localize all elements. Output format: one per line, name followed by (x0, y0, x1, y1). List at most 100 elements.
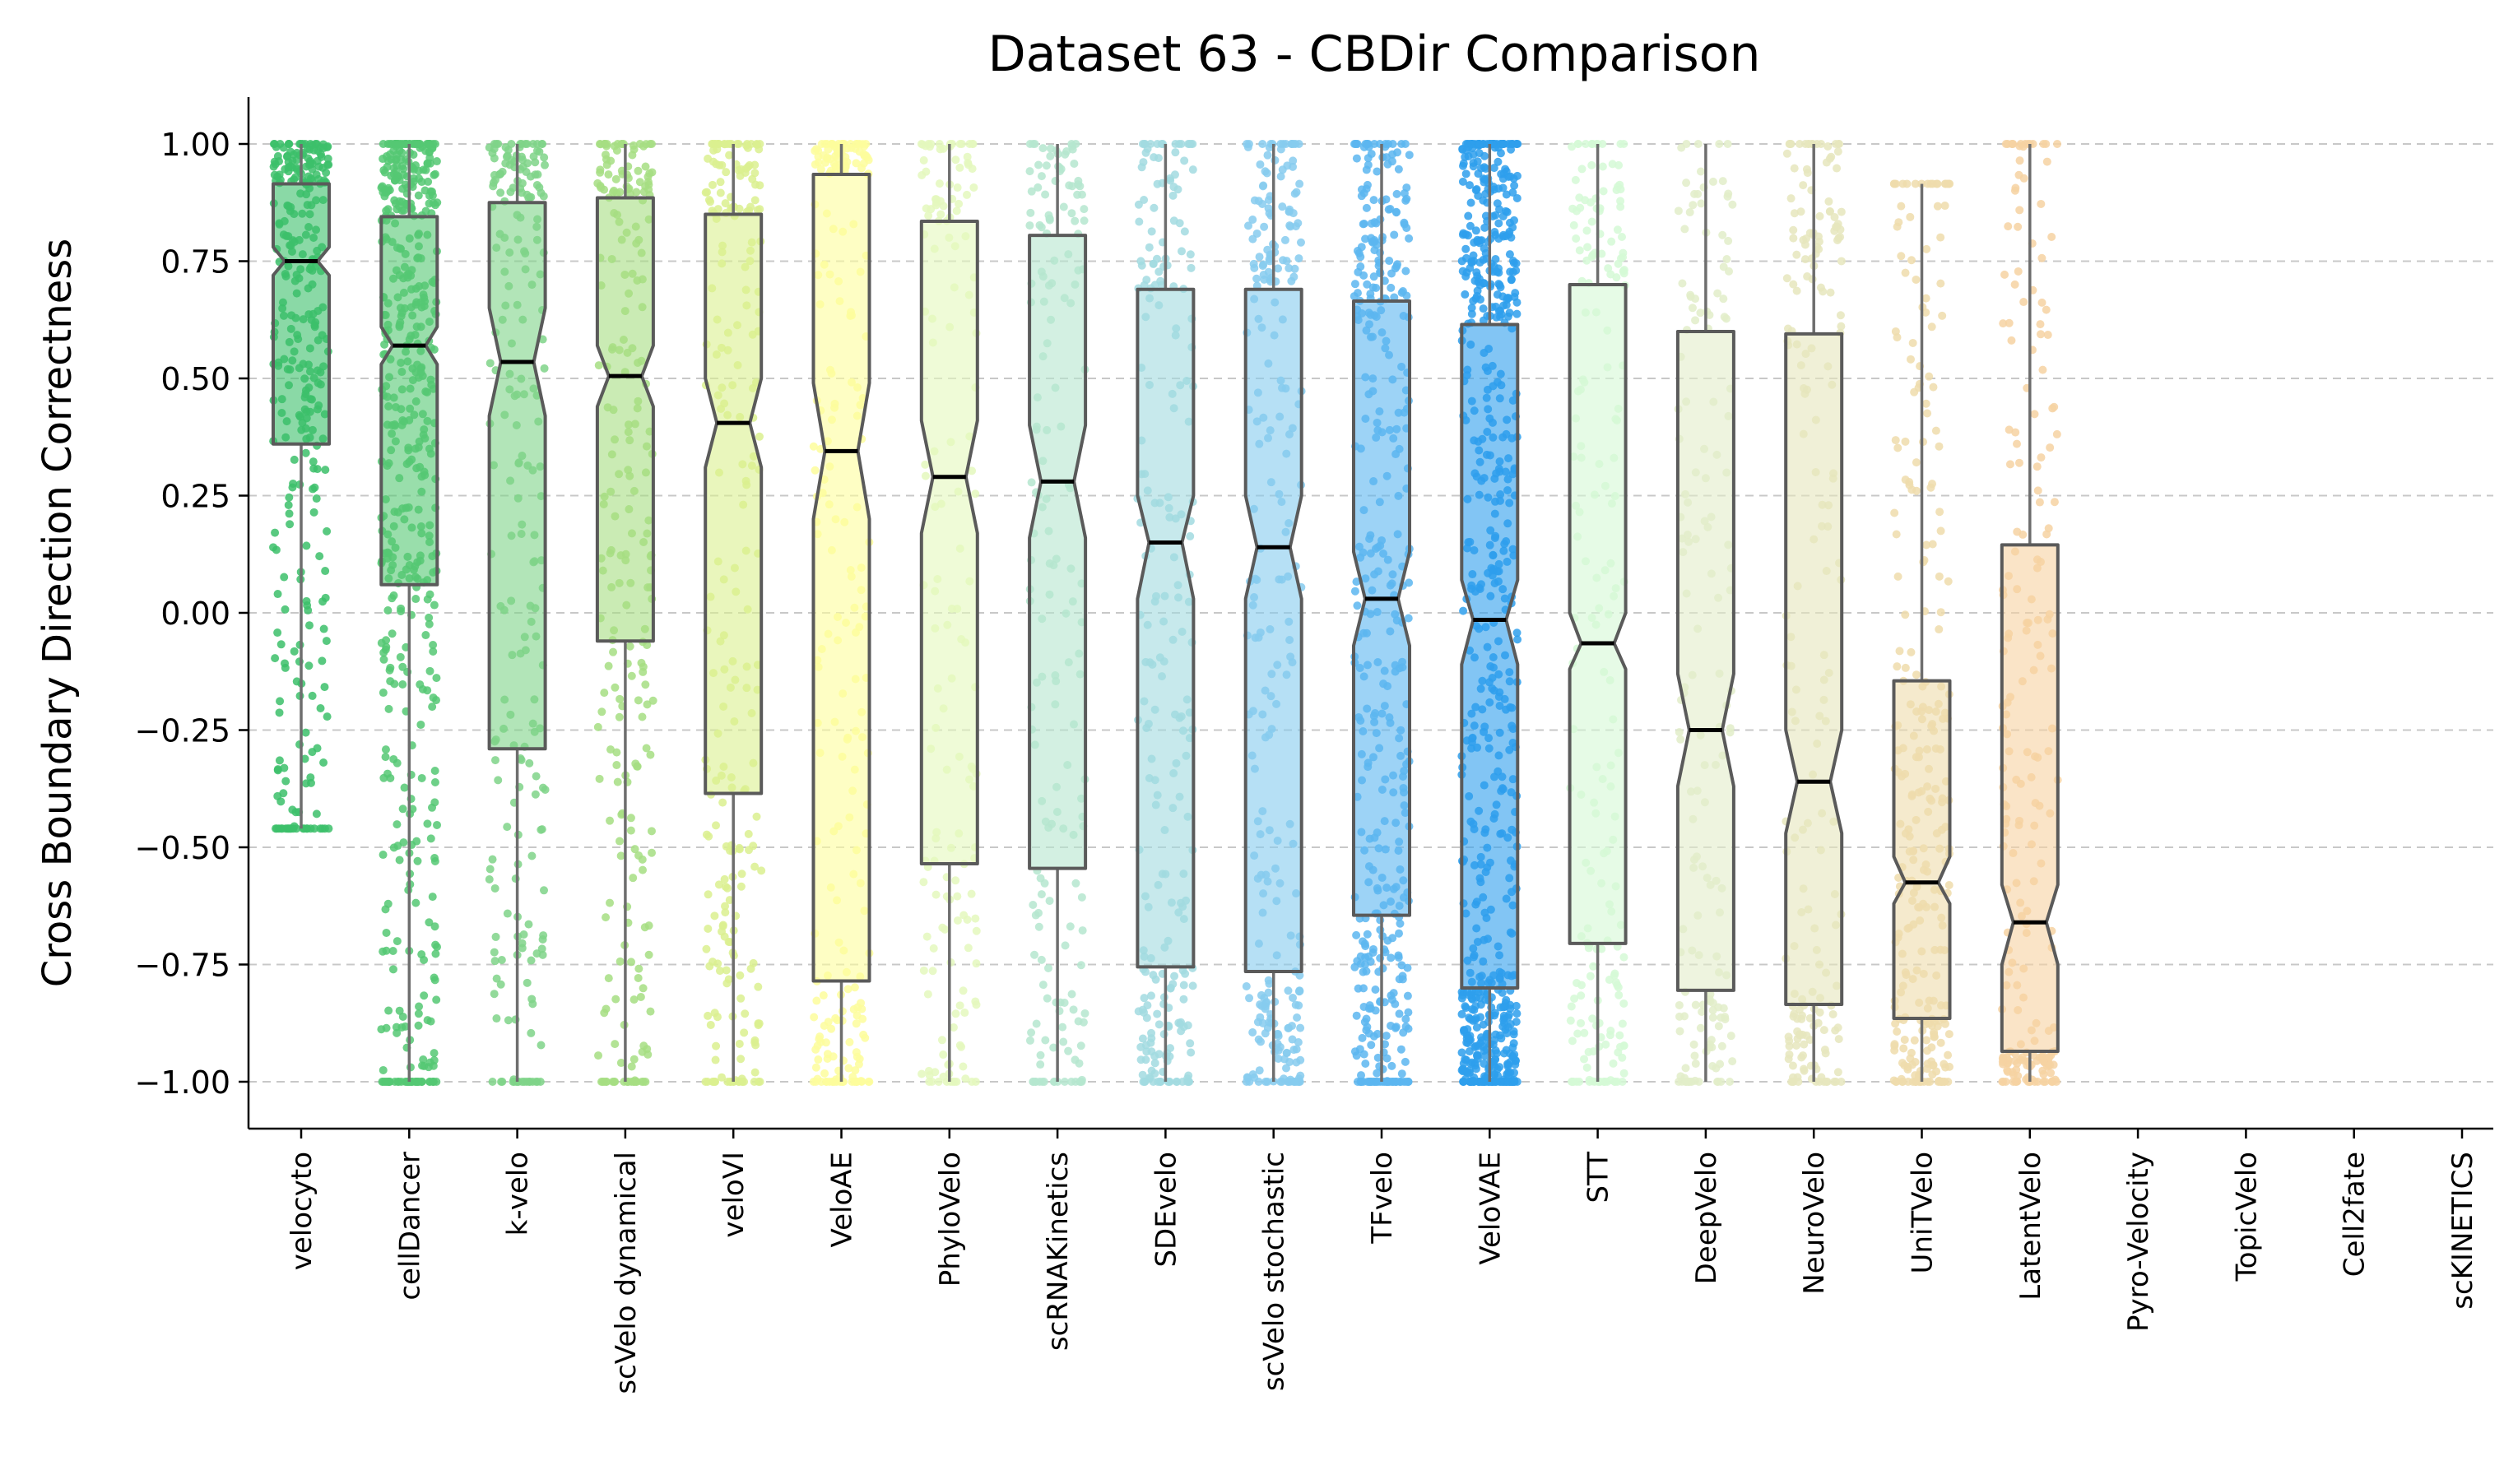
data-point (1892, 1078, 1901, 1086)
data-point (1837, 322, 1846, 331)
data-point (1675, 728, 1684, 737)
data-point (612, 748, 621, 757)
data-point (1582, 140, 1591, 148)
data-point (409, 150, 418, 159)
data-point (1369, 272, 1378, 281)
data-point (1387, 995, 1396, 1004)
data-point (1172, 1078, 1181, 1086)
data-point (518, 162, 527, 171)
data-point (819, 991, 828, 1000)
data-point (939, 1050, 948, 1060)
data-point (1150, 203, 1159, 212)
data-point (634, 851, 643, 860)
data-point (971, 997, 980, 1006)
data-point (616, 1059, 625, 1068)
y-axis-label: Cross Boundary Direction Correctness (35, 239, 81, 988)
data-point (1071, 879, 1080, 888)
data-point (1921, 294, 1930, 303)
data-point (1510, 1069, 1519, 1078)
data-point (857, 164, 866, 173)
data-point (1890, 1041, 1899, 1050)
data-point (304, 605, 313, 614)
data-point (702, 830, 711, 839)
x-tick-label: velocyto (286, 1152, 318, 1270)
data-point (2000, 270, 2009, 279)
box (2000, 543, 2060, 1053)
data-point (2030, 1078, 2039, 1086)
data-point (1405, 151, 1414, 160)
data-point (750, 862, 760, 871)
data-point (1292, 188, 1301, 197)
data-point (611, 1078, 620, 1086)
data-point (1043, 963, 1052, 972)
data-point (1398, 972, 1407, 981)
data-point (1153, 179, 1162, 188)
data-point (2014, 222, 2023, 231)
data-point (1696, 308, 1705, 318)
data-point (1505, 250, 1514, 259)
data-point (831, 1013, 840, 1023)
data-point (269, 543, 278, 552)
data-point (425, 159, 434, 168)
data-point (2001, 1078, 2010, 1086)
data-point (713, 1013, 722, 1022)
data-point (1289, 993, 1298, 1002)
data-point (1139, 1078, 1148, 1086)
data-point (1677, 143, 1686, 152)
data-point (604, 661, 613, 670)
data-point (1296, 238, 1305, 247)
data-point (1069, 1005, 1078, 1014)
data-point (1509, 1039, 1518, 1048)
data-point (1062, 147, 1071, 156)
x-tick-label: scVelo stochastic (1258, 1152, 1291, 1391)
data-point (273, 766, 282, 775)
data-point (1294, 1037, 1303, 1046)
data-point (1258, 182, 1267, 191)
data-point (2013, 1077, 2022, 1086)
box (1028, 234, 1088, 870)
data-point (1142, 1013, 1151, 1023)
data-point (1802, 1031, 1811, 1040)
data-point (1252, 274, 1261, 283)
data-point (381, 745, 390, 754)
data-point (611, 683, 620, 692)
data-point (1154, 1050, 1164, 1059)
data-point (1398, 287, 1407, 296)
data-point (1293, 1013, 1302, 1022)
data-point (1256, 1013, 1265, 1022)
data-point (1722, 255, 1731, 264)
data-point (1060, 1078, 1069, 1086)
data-point (1782, 274, 1791, 283)
data-point (1170, 170, 1179, 179)
data-point (1401, 267, 1410, 276)
data-point (1149, 259, 1158, 268)
box (704, 212, 764, 795)
data-point (1908, 338, 1917, 347)
data-point (716, 178, 725, 187)
data-point (396, 652, 405, 661)
data-point (1893, 1027, 1902, 1036)
data-point (304, 661, 314, 670)
data-point (919, 966, 928, 975)
data-point (2030, 410, 2039, 419)
data-point (1392, 189, 1401, 198)
data-point (1045, 897, 1054, 906)
data-point (1404, 614, 1413, 623)
data-point (1481, 189, 1490, 198)
data-point (1676, 735, 1685, 744)
data-point (1255, 253, 1264, 262)
data-point (1287, 140, 1296, 148)
data-point (1289, 1046, 1298, 1055)
data-point (1792, 1041, 1801, 1050)
data-point (960, 1009, 969, 1018)
data-point (276, 697, 285, 706)
data-point (1399, 1028, 1408, 1037)
data-point (379, 655, 388, 664)
data-point (2037, 199, 2046, 208)
data-point (309, 508, 318, 517)
data-point (1929, 1060, 1938, 1069)
data-point (725, 896, 734, 905)
data-point (491, 932, 500, 941)
data-point (1136, 1042, 1145, 1051)
data-point (1508, 188, 1517, 197)
